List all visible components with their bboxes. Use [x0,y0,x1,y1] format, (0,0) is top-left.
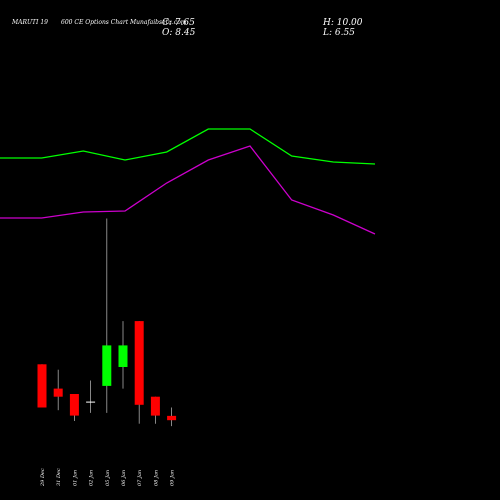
x-tick-label: 29 Dec [40,468,46,487]
candlesticks [37,218,177,427]
low-value: L: 6.55 [323,28,355,38]
x-tick-label: 05 Jan [105,470,111,486]
candle [86,380,96,413]
chart-subtitle: 600 CE Options Chart Munafaibsetu.com [61,19,187,26]
candle-body [118,345,128,367]
x-tick-label: 07 Jan [137,470,143,486]
candle-body [86,401,96,403]
x-tick-label: 06 Jan [121,470,127,486]
candle-body [102,345,112,386]
x-tick-label: 09 Jan [170,470,176,486]
candle [118,321,128,389]
x-tick-label: 31 Dec [56,468,62,486]
candle [37,364,47,408]
close-value: C: 7.65 [162,18,195,28]
indicator-line-2 [0,145,376,235]
candle-body [167,415,177,421]
candle-body [150,396,160,416]
x-tick-label: 08 Jan [153,470,159,486]
candle [134,321,144,424]
candle [167,407,177,427]
x-tick-label: 01 Jan [72,470,78,486]
candle-body [37,364,47,408]
x-axis-ticks: 29 Dec 31 Dec 01 Jan 02 Jan 05 Jan 06 Jan 07 J… [40,468,176,487]
x-tick-label: 02 Jan [89,470,95,486]
candle [102,218,112,413]
indicator-line-1 [0,128,376,165]
symbol-label: MARUTI 19 [12,19,48,26]
candle-body [69,394,79,416]
high-value: H: 10.00 [323,18,363,28]
candle [53,369,63,411]
candle-body [134,321,144,405]
open-value: O: 8.45 [162,28,196,38]
indicator-lines [0,128,376,235]
candle [150,396,160,424]
candle [69,394,79,421]
candle-body [53,388,63,397]
